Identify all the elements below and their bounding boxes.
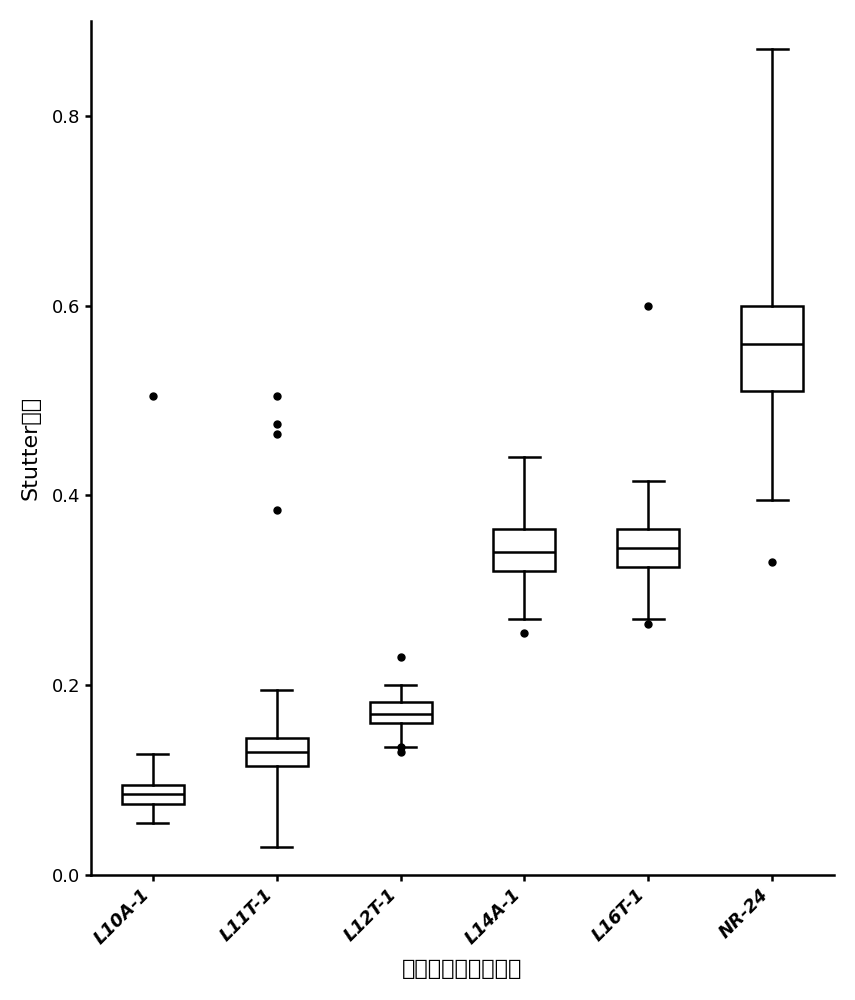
PathPatch shape bbox=[121, 785, 184, 804]
X-axis label: 不同长度的重复片段: 不同长度的重复片段 bbox=[403, 959, 522, 979]
PathPatch shape bbox=[741, 306, 803, 391]
Y-axis label: Stutter比例: Stutter比例 bbox=[21, 396, 41, 500]
PathPatch shape bbox=[617, 529, 680, 567]
PathPatch shape bbox=[245, 738, 308, 766]
PathPatch shape bbox=[369, 702, 432, 723]
PathPatch shape bbox=[493, 529, 556, 571]
